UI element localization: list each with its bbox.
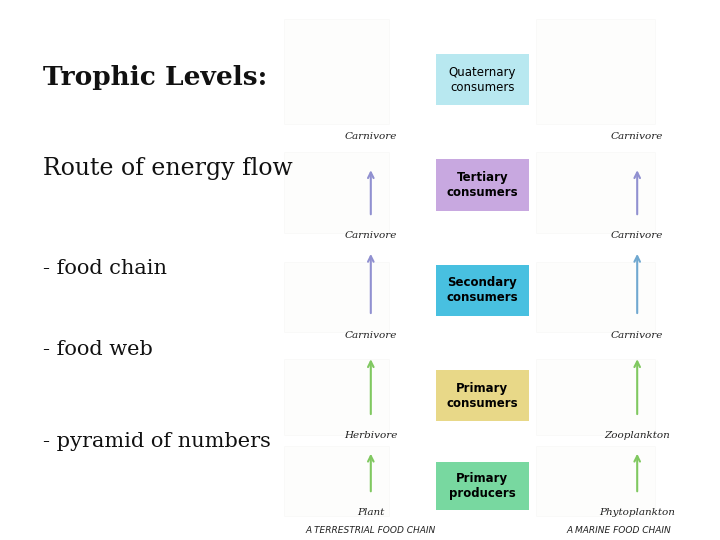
Text: - pyramid of numbers: - pyramid of numbers bbox=[43, 432, 271, 451]
FancyBboxPatch shape bbox=[436, 462, 529, 510]
Text: Carnivore: Carnivore bbox=[611, 231, 663, 240]
FancyBboxPatch shape bbox=[536, 152, 655, 233]
FancyBboxPatch shape bbox=[284, 152, 389, 233]
FancyBboxPatch shape bbox=[536, 446, 655, 516]
Text: Primary
producers: Primary producers bbox=[449, 472, 516, 500]
FancyBboxPatch shape bbox=[436, 54, 529, 105]
Text: A TERRESTRIAL FOOD CHAIN: A TERRESTRIAL FOOD CHAIN bbox=[306, 525, 436, 535]
Text: Carnivore: Carnivore bbox=[611, 331, 663, 340]
Text: Zooplankton: Zooplankton bbox=[604, 431, 670, 440]
FancyBboxPatch shape bbox=[284, 359, 389, 435]
FancyBboxPatch shape bbox=[536, 262, 655, 332]
Text: Quaternary
consumers: Quaternary consumers bbox=[449, 66, 516, 93]
FancyBboxPatch shape bbox=[284, 262, 389, 332]
Text: Secondary
consumers: Secondary consumers bbox=[446, 276, 518, 304]
Text: Trophic Levels:: Trophic Levels: bbox=[43, 65, 267, 90]
Text: - food chain: - food chain bbox=[43, 259, 167, 278]
FancyBboxPatch shape bbox=[436, 265, 529, 316]
Text: Route of energy flow: Route of energy flow bbox=[43, 157, 293, 180]
Text: Carnivore: Carnivore bbox=[345, 231, 397, 240]
FancyBboxPatch shape bbox=[536, 19, 655, 124]
FancyBboxPatch shape bbox=[284, 19, 389, 124]
Text: Carnivore: Carnivore bbox=[611, 132, 663, 141]
Text: Phytoplankton: Phytoplankton bbox=[599, 508, 675, 517]
FancyBboxPatch shape bbox=[436, 159, 529, 211]
FancyBboxPatch shape bbox=[284, 446, 389, 516]
Text: Herbivore: Herbivore bbox=[344, 431, 397, 440]
Text: A MARINE FOOD CHAIN: A MARINE FOOD CHAIN bbox=[567, 525, 672, 535]
Text: Primary
consumers: Primary consumers bbox=[446, 382, 518, 409]
FancyBboxPatch shape bbox=[536, 359, 655, 435]
Text: Carnivore: Carnivore bbox=[345, 132, 397, 141]
Text: Tertiary
consumers: Tertiary consumers bbox=[446, 171, 518, 199]
Text: Carnivore: Carnivore bbox=[345, 331, 397, 340]
Text: - food web: - food web bbox=[43, 340, 153, 359]
FancyBboxPatch shape bbox=[436, 370, 529, 421]
Text: Plant: Plant bbox=[357, 508, 384, 517]
